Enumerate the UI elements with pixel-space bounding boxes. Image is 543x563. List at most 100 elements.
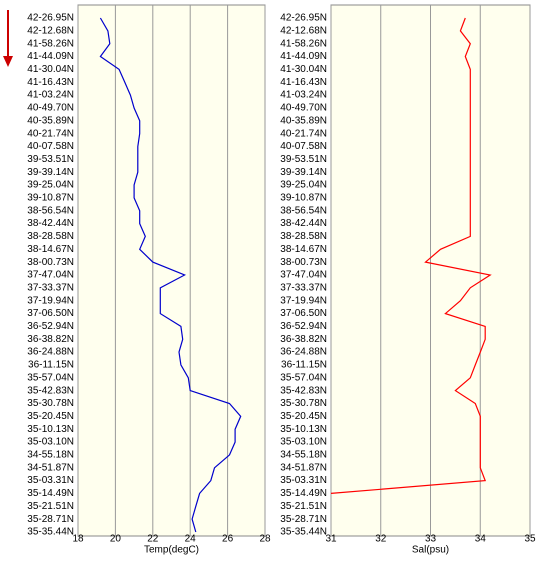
y-tick-label: 35-14.49N <box>280 488 327 499</box>
y-tick-label: 41-16.43N <box>280 77 327 88</box>
x-tick-label: 33 <box>425 534 437 545</box>
x-tick-label: 22 <box>147 534 159 545</box>
y-tick-label: 41-30.04N <box>27 64 74 75</box>
y-tick-label: 36-24.88N <box>280 347 327 358</box>
y-tick-label: 39-39.14N <box>27 167 74 178</box>
y-tick-label: 41-03.24N <box>27 90 74 101</box>
y-tick-label: 37-33.37N <box>27 282 74 293</box>
y-tick-label: 42-26.95N <box>27 13 74 24</box>
y-tick-label: 42-26.95N <box>280 13 327 24</box>
y-tick-label: 38-56.54N <box>280 205 327 216</box>
x-tick-label: 26 <box>222 534 234 545</box>
y-tick-label: 35-21.51N <box>280 501 327 512</box>
x-tick-label: 32 <box>375 534 387 545</box>
y-tick-label: 36-52.94N <box>27 321 74 332</box>
data-line <box>99 17 242 533</box>
y-tick-label: 39-10.87N <box>280 193 327 204</box>
y-tick-label: 38-28.58N <box>27 231 74 242</box>
y-tick-label: 39-39.14N <box>280 167 327 178</box>
y-tick-label: 38-56.54N <box>27 205 74 216</box>
y-tick-label: 40-21.74N <box>27 128 74 139</box>
arrow-head <box>3 56 13 67</box>
data-line <box>330 17 492 494</box>
x-tick-label: 24 <box>185 534 197 545</box>
y-tick-label: 35-10.13N <box>280 424 327 435</box>
y-tick-label: 35-14.49N <box>27 488 74 499</box>
y-tick-label: 38-00.73N <box>280 257 327 268</box>
y-tick-label: 39-53.51N <box>280 154 327 165</box>
y-tick-label: 37-06.50N <box>280 308 327 319</box>
y-tick-label: 36-24.88N <box>27 347 74 358</box>
y-tick-label: 35-03.10N <box>27 437 74 448</box>
x-tick-label: 31 <box>325 534 337 545</box>
y-tick-label: 40-07.58N <box>280 141 327 152</box>
x-tick-label: 18 <box>72 534 84 545</box>
y-tick-label: 41-30.04N <box>280 64 327 75</box>
y-tick-label: 35-35.44N <box>27 527 74 538</box>
x-axis-label: Sal(psu) <box>412 545 449 556</box>
y-tick-label: 37-19.94N <box>280 295 327 306</box>
y-tick-label: 35-42.83N <box>280 385 327 396</box>
x-tick-label: 35 <box>524 534 536 545</box>
y-tick-label: 36-38.82N <box>27 334 74 345</box>
y-tick-label: 38-42.44N <box>27 218 74 229</box>
y-tick-label: 38-00.73N <box>27 257 74 268</box>
y-tick-label: 38-42.44N <box>280 218 327 229</box>
y-tick-label: 35-30.78N <box>280 398 327 409</box>
y-tick-label: 35-20.45N <box>280 411 327 422</box>
y-tick-label: 39-10.87N <box>27 193 74 204</box>
y-tick-label: 39-25.04N <box>280 180 327 191</box>
y-tick-label: 40-07.58N <box>27 141 74 152</box>
y-tick-label: 38-28.58N <box>280 231 327 242</box>
y-tick-label: 40-49.70N <box>280 103 327 114</box>
y-tick-label: 37-06.50N <box>27 308 74 319</box>
y-tick-label: 41-44.09N <box>280 51 327 62</box>
y-tick-label: 40-21.74N <box>280 128 327 139</box>
y-tick-label: 35-57.04N <box>27 372 74 383</box>
y-tick-label: 40-49.70N <box>27 103 74 114</box>
y-tick-label: 41-03.24N <box>280 90 327 101</box>
y-tick-label: 42-12.68N <box>27 25 74 36</box>
y-tick-label: 41-58.26N <box>27 38 74 49</box>
y-tick-label: 41-16.43N <box>27 77 74 88</box>
plot-area <box>77 4 266 537</box>
y-tick-label: 37-47.04N <box>280 270 327 281</box>
y-tick-label: 35-20.45N <box>27 411 74 422</box>
y-tick-label: 36-11.15N <box>28 360 74 371</box>
y-tick-label: 40-35.89N <box>280 115 327 126</box>
y-tick-label: 37-47.04N <box>27 270 74 281</box>
y-tick-label: 34-51.87N <box>280 462 327 473</box>
y-tick-label: 39-25.04N <box>27 180 74 191</box>
y-tick-label: 36-38.82N <box>280 334 327 345</box>
y-tick-label: 41-44.09N <box>27 51 74 62</box>
y-tick-label: 34-55.18N <box>27 450 74 461</box>
y-tick-label: 35-21.51N <box>27 501 74 512</box>
y-tick-label: 36-52.94N <box>280 321 327 332</box>
y-tick-label: 35-03.31N <box>280 475 327 486</box>
y-tick-label: 37-33.37N <box>280 282 327 293</box>
y-tick-label: 41-58.26N <box>280 38 327 49</box>
y-tick-label: 35-28.71N <box>27 514 74 525</box>
y-tick-label: 38-14.67N <box>280 244 327 255</box>
x-tick-label: 34 <box>475 534 487 545</box>
y-tick-label: 35-03.10N <box>280 437 327 448</box>
y-tick-label: 34-51.87N <box>27 462 74 473</box>
x-tick-label: 20 <box>110 534 122 545</box>
y-tick-label: 35-42.83N <box>27 385 74 396</box>
y-tick-label: 35-03.31N <box>27 475 74 486</box>
y-tick-label: 35-57.04N <box>280 372 327 383</box>
y-tick-label: 42-12.68N <box>280 25 327 36</box>
y-tick-label: 35-35.44N <box>280 527 327 538</box>
y-tick-label: 40-35.89N <box>27 115 74 126</box>
y-tick-label: 38-14.67N <box>27 244 74 255</box>
y-tick-label: 35-30.78N <box>27 398 74 409</box>
y-tick-label: 37-19.94N <box>27 295 74 306</box>
y-tick-label: 39-53.51N <box>27 154 74 165</box>
x-axis-label: Temp(degC) <box>144 545 199 556</box>
y-tick-label: 35-28.71N <box>280 514 327 525</box>
y-tick-label: 35-10.13N <box>27 424 74 435</box>
y-tick-label: 36-11.15N <box>281 360 327 371</box>
x-tick-label: 28 <box>259 534 271 545</box>
y-tick-label: 34-55.18N <box>280 450 327 461</box>
